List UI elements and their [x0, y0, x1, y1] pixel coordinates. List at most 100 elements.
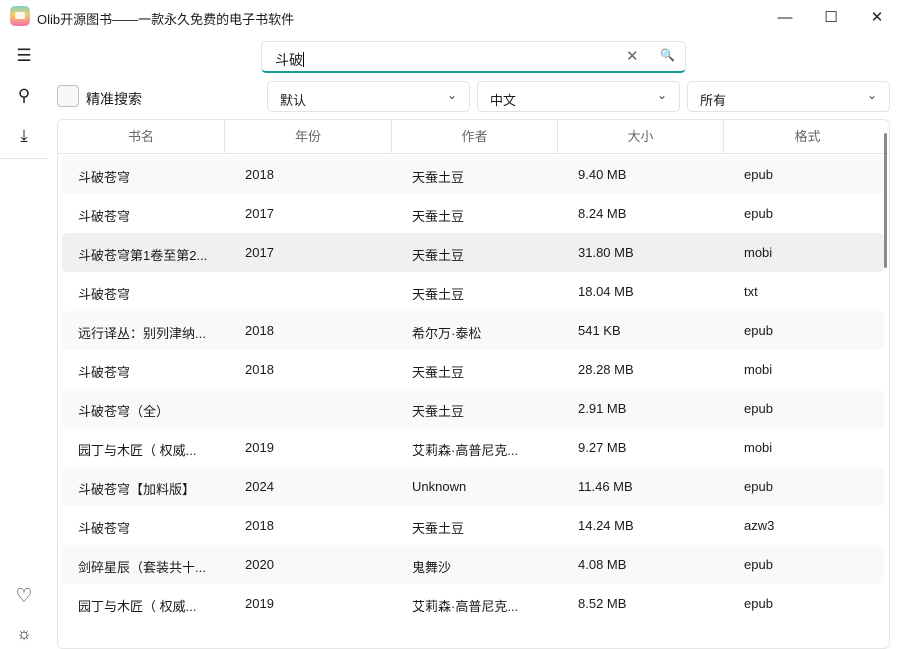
cell-year: 2018 — [245, 518, 274, 533]
cell-format: epub — [744, 167, 773, 182]
cell-format: epub — [744, 479, 773, 494]
cell-size: 8.24 MB — [578, 206, 627, 221]
cell-year: 2018 — [245, 362, 274, 377]
search-input[interactable]: 斗破 ✕ 🔍 — [261, 41, 686, 73]
cell-title: 园丁与木匠（ 权威... — [78, 599, 197, 614]
format-dropdown[interactable]: 所有 ⌄ — [687, 81, 890, 112]
search-value[interactable]: 斗破 — [275, 52, 303, 68]
clear-icon[interactable]: ✕ — [626, 48, 639, 65]
maximize-button[interactable]: ☐ — [824, 9, 838, 26]
cell-year: 2019 — [245, 596, 274, 611]
cell-size: 28.28 MB — [578, 362, 634, 377]
table-row[interactable]: 远行译丛：别列津纳... 2018 希尔万·泰松 541 KB epub — [62, 311, 884, 350]
language-dropdown[interactable]: 中文 ⌄ — [477, 81, 680, 112]
cell-year: 2018 — [245, 167, 274, 182]
search-submit-icon[interactable]: 🔍 — [660, 48, 675, 62]
chevron-down-icon: ⌄ — [446, 88, 457, 102]
minimize-button[interactable]: — — [777, 8, 793, 26]
cell-format: mobi — [744, 440, 773, 455]
header-title[interactable]: 书名 — [58, 120, 225, 154]
header-size[interactable]: 大小 — [558, 120, 724, 154]
cell-title: 斗破苍穹（全） — [78, 404, 170, 419]
cell-size: 9.27 MB — [578, 440, 627, 455]
table-row[interactable]: 斗破苍穹 天蚕土豆 18.04 MB txt — [62, 272, 884, 311]
cell-author: 天蚕土豆 — [412, 521, 465, 536]
sort-dropdown[interactable]: 默认 ⌄ — [267, 81, 470, 112]
cell-title: 斗破苍穹 — [78, 287, 131, 302]
cell-year: 2018 — [245, 323, 274, 338]
search-icon[interactable]: ⚲ — [17, 86, 31, 105]
cell-year: 2017 — [245, 206, 274, 221]
chevron-down-icon: ⌄ — [656, 88, 667, 102]
close-button[interactable]: ✕ — [870, 9, 884, 26]
sidebar-divider — [0, 158, 48, 159]
cell-size: 8.52 MB — [578, 596, 627, 611]
exact-search-label[interactable]: 精准搜索 — [86, 91, 142, 107]
cell-format: txt — [744, 284, 758, 299]
cell-format: epub — [744, 557, 773, 572]
table-row[interactable]: 斗破苍穹 2017 天蚕土豆 8.24 MB epub — [62, 194, 884, 233]
cell-size: 31.80 MB — [578, 245, 634, 260]
cell-format: epub — [744, 206, 773, 221]
cell-title: 斗破苍穹 — [78, 209, 131, 224]
cell-author: 艾莉森·高普尼克... — [412, 599, 519, 614]
table-row[interactable]: 斗破苍穹（全） 天蚕土豆 2.91 MB epub — [62, 389, 884, 428]
table-row[interactable]: 斗破苍穹 2018 天蚕土豆 14.24 MB azw3 — [62, 506, 884, 545]
table-row[interactable]: 园丁与木匠（ 权威... 2019 艾莉森·高普尼克... 8.52 MB epub — [62, 584, 884, 623]
table-row[interactable]: 斗破苍穹 2018 天蚕土豆 9.40 MB epub — [62, 155, 884, 194]
cell-size: 541 KB — [578, 323, 621, 338]
theme-icon[interactable]: ☼ — [16, 624, 32, 643]
cell-author: 天蚕土豆 — [412, 404, 465, 419]
header-format[interactable]: 格式 — [794, 129, 821, 144]
chevron-down-icon: ⌄ — [866, 88, 877, 102]
cell-format: epub — [744, 401, 773, 416]
table-header: 书名 年份 作者 大小 格式 — [58, 120, 889, 154]
cell-size: 14.24 MB — [578, 518, 634, 533]
table-row[interactable]: 剑碎星辰（套装共十... 2020 鬼舞沙 4.08 MB epub — [62, 545, 884, 584]
menu-icon[interactable]: ☰ — [16, 46, 32, 65]
cell-title: 远行译丛：别列津纳... — [78, 326, 206, 341]
table-row[interactable]: 斗破苍穹【加料版】 2024 Unknown 11.46 MB epub — [62, 467, 884, 506]
heart-icon[interactable]: ♡ — [15, 585, 33, 607]
cell-title: 剑碎星辰（套装共十... — [78, 560, 206, 575]
cell-title: 园丁与木匠（ 权威... — [78, 443, 197, 458]
cell-author: 天蚕土豆 — [412, 209, 465, 224]
cell-year: 2017 — [245, 245, 274, 260]
cell-author: 天蚕土豆 — [412, 248, 465, 263]
header-year[interactable]: 年份 — [225, 120, 392, 154]
cell-title: 斗破苍穹 — [78, 170, 131, 185]
cell-year: 2020 — [245, 557, 274, 572]
cell-year: 2024 — [245, 479, 274, 494]
cell-title: 斗破苍穹 — [78, 521, 131, 536]
cell-size: 9.40 MB — [578, 167, 627, 182]
cell-size: 4.08 MB — [578, 557, 627, 572]
cell-author: 天蚕土豆 — [412, 287, 465, 302]
cell-format: azw3 — [744, 518, 775, 533]
cell-size: 11.46 MB — [578, 479, 633, 494]
cell-format: epub — [744, 323, 773, 338]
header-author[interactable]: 作者 — [392, 120, 558, 154]
cell-author: 鬼舞沙 — [412, 560, 452, 575]
language-value: 中文 — [490, 93, 517, 108]
download-icon[interactable]: ⤓ — [20, 126, 28, 145]
cell-author: 天蚕土豆 — [412, 365, 465, 380]
cell-author: 希尔万·泰松 — [412, 326, 482, 341]
title-bar: Olib开源图书——一款永久免费的电子书软件 — ☐ ✕ — [0, 0, 900, 34]
table-row[interactable]: 园丁与木匠（ 权威... 2019 艾莉森·高普尼克... 9.27 MB mobi — [62, 428, 884, 467]
cell-format: mobi — [744, 245, 773, 260]
window-title: Olib开源图书——一款永久免费的电子书软件 — [37, 12, 295, 27]
cell-year: 2019 — [245, 440, 274, 455]
scrollbar[interactable] — [884, 133, 887, 268]
cell-title: 斗破苍穹【加料版】 — [78, 482, 196, 497]
format-value: 所有 — [700, 93, 727, 108]
sidebar: ☰ ⚲ ⤓ ♡ ☼ — [0, 34, 48, 643]
cell-title: 斗破苍穹第1卷至第2... — [78, 248, 208, 263]
table-row[interactable]: 斗破苍穹第1卷至第2... 2017 天蚕土豆 31.80 MB mobi — [62, 233, 884, 272]
cell-author: 艾莉森·高普尼克... — [412, 443, 519, 458]
app-logo-icon — [10, 6, 30, 26]
exact-search-checkbox[interactable] — [57, 85, 79, 107]
results-table: 书名 年份 作者 大小 格式 斗破苍穹 2018 天蚕土豆 9.40 MB epub 斗破… — [57, 119, 890, 649]
cell-size: 2.91 MB — [578, 401, 627, 416]
cell-title: 斗破苍穹 — [78, 365, 131, 380]
table-row[interactable]: 斗破苍穹 2018 天蚕土豆 28.28 MB mobi — [62, 350, 884, 389]
